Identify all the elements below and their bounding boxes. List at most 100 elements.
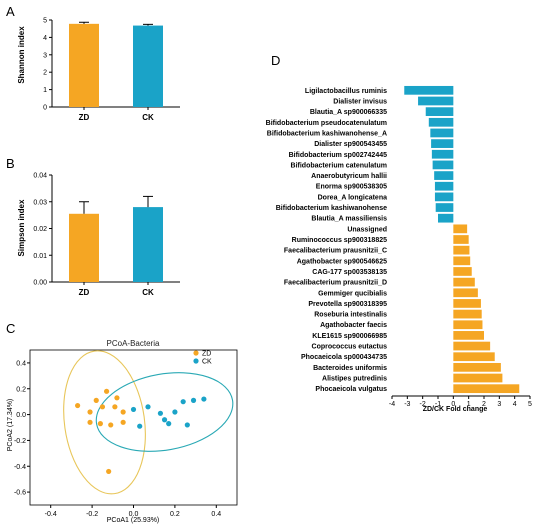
point-ck — [145, 404, 151, 410]
species-label: Ruminococcus sp900318825 — [292, 237, 387, 244]
species-label: Blautia_A sp900066335 — [310, 109, 387, 116]
fold-xtick-label: 2 — [482, 401, 486, 408]
fold-bar — [453, 235, 469, 244]
fold-bar — [453, 320, 483, 330]
species-label: Ligilactobacillus ruminis — [305, 88, 387, 95]
fold-bar — [438, 213, 454, 223]
fold-bar — [453, 384, 520, 394]
shannon-chart: Shannon index 0 1 2 3 4 5 ZD CK — [17, 18, 180, 122]
species-label: Unassigned — [347, 226, 387, 233]
pcoa-xtick-label: -0.4 — [45, 511, 57, 518]
legend-marker-ck — [193, 358, 199, 364]
shannon-xtick-label-zd: ZD — [79, 113, 90, 122]
shannon-ytick-label: 4 — [43, 35, 47, 42]
species-label: Roseburia intestinalis — [314, 312, 387, 319]
fold-change-xlabel: ZD/CK Fold change — [423, 406, 488, 413]
fold-bar — [432, 160, 454, 170]
pcoa-xlabel: PCoA1 (25.93%) — [107, 517, 160, 524]
species-label: Bifidobacterium sp002742445 — [289, 152, 388, 159]
shannon-ytick-label: 3 — [43, 52, 47, 59]
fold-bar — [453, 373, 503, 383]
point-zd — [108, 422, 114, 428]
fold-xtick-label: -3 — [404, 401, 410, 408]
species-label: Bifidobacterium pseudocatenulatum — [266, 120, 387, 127]
fold-bar — [453, 277, 475, 287]
pcoa-title: PCoA-Bacteria — [107, 339, 160, 348]
species-label: Dialister invisus — [333, 98, 387, 105]
point-zd — [87, 419, 93, 425]
fold-change-chart: ZD/CK Fold change Ligilactobacillus rumi… — [266, 85, 532, 413]
point-zd — [114, 395, 120, 401]
fold-bar — [453, 331, 484, 340]
fold-xtick-label: 4 — [513, 401, 517, 408]
point-ck — [137, 423, 143, 429]
fold-bar — [453, 267, 472, 276]
fold-xtick-label: 3 — [497, 401, 501, 408]
simpson-bar-zd — [69, 213, 99, 282]
point-ck — [161, 417, 168, 423]
pcoa-xtick-label: 0.4 — [211, 511, 221, 518]
species-label: Dorea_A longicatena — [318, 194, 387, 201]
fold-bar — [404, 85, 454, 95]
point-zd — [97, 421, 103, 427]
point-ck — [166, 421, 172, 427]
fold-bar — [453, 288, 478, 298]
point-ck — [190, 397, 197, 403]
simpson-ytick-label: 0.04 — [33, 173, 47, 180]
simpson-ytick-label: 0.00 — [33, 280, 47, 287]
ellipse-zd — [63, 350, 146, 495]
species-label: Blautia_A massiliensis — [311, 216, 387, 223]
ellipse-ck — [95, 372, 234, 452]
point-ck — [172, 409, 178, 415]
shannon-ytick-label: 5 — [43, 18, 47, 25]
legend-label-zd: ZD — [202, 351, 211, 358]
legend-marker-zd — [193, 350, 199, 356]
fold-bar — [453, 245, 470, 255]
species-label: CAG-177 sp003538135 — [312, 269, 387, 276]
fold-bar — [431, 139, 454, 148]
shannon-bar-zd — [69, 23, 99, 107]
fold-bar — [453, 224, 468, 234]
fold-xtick-label: 0 — [451, 401, 455, 408]
species-label: Bifidobacterium kashiwanohense_A — [267, 130, 387, 137]
panel-label-a: A — [6, 4, 15, 19]
shannon-ylabel: Shannon index — [17, 26, 26, 84]
shannon-ytick-label: 2 — [43, 70, 47, 77]
simpson-ytick-label: 0.02 — [33, 226, 47, 233]
point-zd — [120, 409, 126, 415]
species-label: Faecalibacterium prausnitzii_C — [284, 248, 387, 255]
panel-label-b: B — [6, 156, 15, 171]
species-label: Agathobacter sp900546625 — [297, 258, 387, 265]
species-label: Anaerobutyricum hallii — [311, 173, 387, 180]
point-zd — [87, 409, 93, 415]
fold-bar — [425, 107, 454, 117]
point-ck — [180, 399, 186, 405]
pcoa-ytick-label: 0.0 — [16, 412, 26, 419]
pcoa-ytick-label: -0.6 — [14, 490, 26, 497]
shannon-ytick-label: 1 — [43, 87, 47, 94]
pcoa-ytick-label: 0.2 — [16, 386, 26, 393]
legend-label-ck: CK — [202, 359, 212, 366]
pcoa-chart: PCoA-Bacteria PCoA1 (25.93%) PCoA2 (17.3… — [7, 339, 238, 524]
fold-bar — [434, 192, 454, 202]
point-zd — [106, 468, 112, 475]
fold-bar — [453, 362, 501, 372]
fold-xtick-label: -2 — [420, 401, 426, 408]
point-zd — [75, 402, 81, 409]
species-label: Faecalibacterium prausnitzii_D — [284, 280, 387, 287]
point-ck — [184, 422, 190, 428]
simpson-bar-ck — [133, 207, 163, 282]
panel-label-d: D — [271, 53, 280, 68]
species-label: Bifidobacterium catenulatum — [291, 162, 387, 169]
point-zd — [112, 404, 118, 410]
fold-bar — [453, 256, 471, 266]
species-label: Enorma sp900538305 — [316, 184, 387, 191]
species-label: Coprococcus eutactus — [312, 344, 388, 351]
fold-bar — [435, 203, 454, 212]
species-label: Gemmiger qucibialis — [318, 290, 387, 297]
species-label: Agathobacter faecis — [320, 322, 387, 329]
species-label: KLE1615 sp900066985 — [312, 333, 387, 340]
point-ck — [130, 406, 137, 413]
fold-bar — [453, 309, 482, 319]
simpson-ylabel: Simpson index — [17, 199, 26, 256]
